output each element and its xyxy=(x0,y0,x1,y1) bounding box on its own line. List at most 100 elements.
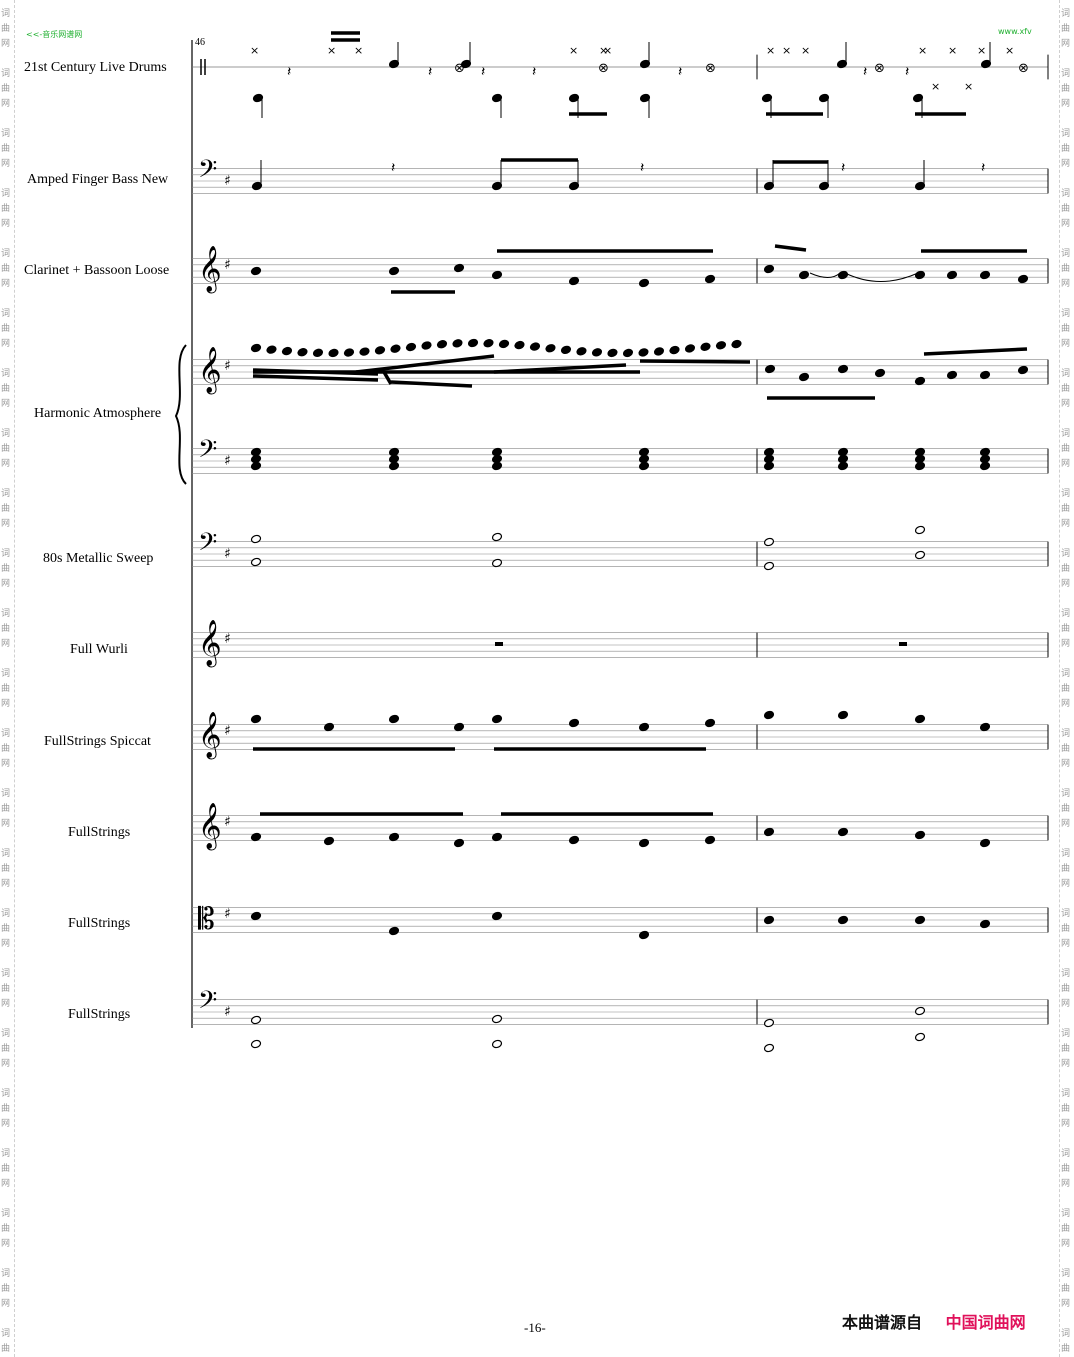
side-glyph: 网 xyxy=(1061,39,1071,49)
cymbal-x-icon: × xyxy=(918,44,927,57)
sweep-half-note-head xyxy=(250,557,262,567)
sweep-half-note-head xyxy=(763,537,775,547)
clarinet-note-head xyxy=(1017,274,1029,284)
side-glyph: 网 xyxy=(1061,939,1071,949)
side-glyph: 网 xyxy=(1061,759,1071,769)
instrument-name-strings-2: FullStrings xyxy=(68,916,131,931)
side-glyph: 词 xyxy=(1061,729,1071,739)
atmosphere-note-head xyxy=(591,348,603,357)
side-glyph: 网 xyxy=(1061,219,1071,229)
drum-note-head xyxy=(639,93,651,103)
beam xyxy=(639,359,751,364)
side-glyph: 网 xyxy=(1061,1059,1071,1069)
clarinet-note-head xyxy=(798,270,810,280)
side-glyph: 曲 xyxy=(1,24,11,34)
side-glyph: 曲 xyxy=(1,504,11,514)
atmosphere-note-head xyxy=(514,340,525,350)
spiccato-note-head xyxy=(763,710,775,720)
side-glyph: 网 xyxy=(1061,1299,1071,1309)
strings-half-note-head xyxy=(250,1039,262,1049)
clarinet-note-head xyxy=(638,278,650,288)
instrument-name-clarinet: Clarinet + Bassoon Loose xyxy=(24,263,170,278)
side-glyph: 网 xyxy=(1,639,11,649)
instrument-name-bass: Amped Finger Bass New xyxy=(27,172,169,187)
crossed-note-icon: ⊗ xyxy=(874,61,885,76)
side-glyph: 网 xyxy=(1061,339,1071,349)
side-glyph: 曲 xyxy=(1061,444,1071,454)
side-glyph: 词 xyxy=(1061,309,1071,319)
side-glyph: 曲 xyxy=(1061,204,1071,214)
side-glyph: 词 xyxy=(1061,549,1071,559)
alto-clef-icon: 𝄡 xyxy=(198,902,215,937)
atmosphere-note-head xyxy=(946,370,958,380)
side-glyph: 词 xyxy=(1,609,11,619)
clarinet-note-head xyxy=(491,270,503,280)
crossed-note-icon: ⊗ xyxy=(1018,61,1029,76)
treble-clef-icon: 𝄞 xyxy=(198,347,222,395)
sweep-half-note-head xyxy=(250,534,262,544)
clarinet-note-head xyxy=(568,276,580,286)
rest-icon: 𝄽 xyxy=(481,64,485,80)
side-glyph: 曲 xyxy=(1,624,11,634)
atmosphere-note-head xyxy=(669,345,680,355)
instrument-name-sweep: 80s Metallic Sweep xyxy=(43,551,154,566)
beam xyxy=(252,368,379,376)
atmosphere-note-head xyxy=(498,339,510,349)
crossed-note-icon: ⊗ xyxy=(454,61,465,76)
atmosphere-note-head xyxy=(638,348,649,357)
spiccato-note-head xyxy=(568,718,580,728)
crossed-note-icon: ⊗ xyxy=(598,61,609,76)
left-margin-strip: 词曲网词曲网词曲网词曲网词曲网词曲网词曲网词曲网词曲网词曲网词曲网词曲网词曲网词… xyxy=(0,0,15,1357)
drum-note-head xyxy=(568,93,580,103)
clarinet-note-head xyxy=(453,263,465,273)
strings-note-head xyxy=(638,930,650,940)
cymbal-x-icon: × xyxy=(603,44,612,57)
rest-icon: 𝄽 xyxy=(981,160,985,176)
side-glyph: 网 xyxy=(1061,1179,1071,1189)
side-glyph: 词 xyxy=(1061,1149,1071,1159)
strings-note-head xyxy=(979,919,991,929)
instrument-name-strings-3: FullStrings xyxy=(68,1007,131,1022)
spiccato-note-head xyxy=(250,714,262,724)
side-glyph: 网 xyxy=(1061,699,1071,709)
cymbal-x-icon: × xyxy=(569,44,578,57)
side-glyph: 词 xyxy=(1061,789,1071,799)
side-glyph: 词 xyxy=(1,969,11,979)
tie xyxy=(844,272,919,282)
side-glyph: 网 xyxy=(1,39,11,49)
side-glyph: 网 xyxy=(1061,1239,1071,1249)
treble-clef-icon: 𝄞 xyxy=(198,246,222,294)
atmosphere-note-head xyxy=(576,347,587,356)
clarinet-note-head xyxy=(388,266,400,276)
side-glyph: 词 xyxy=(1061,669,1071,679)
key-signature-sharp-icon: ♯ xyxy=(224,723,231,739)
spiccato-note-head xyxy=(491,714,503,724)
rest-icon: 𝄽 xyxy=(678,64,682,80)
rest-icon: 𝄽 xyxy=(863,64,867,80)
sweep-half-note-head xyxy=(491,532,503,542)
clarinet-note-head xyxy=(837,270,849,280)
beam xyxy=(774,244,807,252)
side-glyph: 词 xyxy=(1061,189,1071,199)
right-margin-strip: 词曲网词曲网词曲网词曲网词曲网词曲网词曲网词曲网词曲网词曲网词曲网词曲网词曲网词… xyxy=(1059,0,1074,1357)
strings-half-note-head xyxy=(914,1006,926,1016)
side-glyph: 曲 xyxy=(1,144,11,154)
atmosphere-note-head xyxy=(653,347,665,356)
cymbal-x-icon: × xyxy=(766,44,775,57)
side-glyph: 曲 xyxy=(1061,1224,1071,1234)
rest-icon: 𝄽 xyxy=(428,64,432,80)
drum-note-head xyxy=(761,93,773,103)
sweep-half-note-head xyxy=(763,561,775,571)
side-glyph: 词 xyxy=(1061,9,1071,19)
atmosphere-chord-head xyxy=(388,461,400,471)
drum-note-head xyxy=(912,93,924,103)
atmosphere-note-head xyxy=(700,342,711,351)
tie xyxy=(809,272,841,278)
side-glyph: 词 xyxy=(1,9,11,19)
sweep-half-note-head xyxy=(491,558,503,568)
side-glyph: 曲 xyxy=(1,984,11,994)
atmosphere-note-head xyxy=(529,342,541,351)
instrument-name-drums: 21st Century Live Drums xyxy=(24,60,167,75)
page-number: -16- xyxy=(524,1320,546,1335)
drum-note-head xyxy=(491,93,503,103)
